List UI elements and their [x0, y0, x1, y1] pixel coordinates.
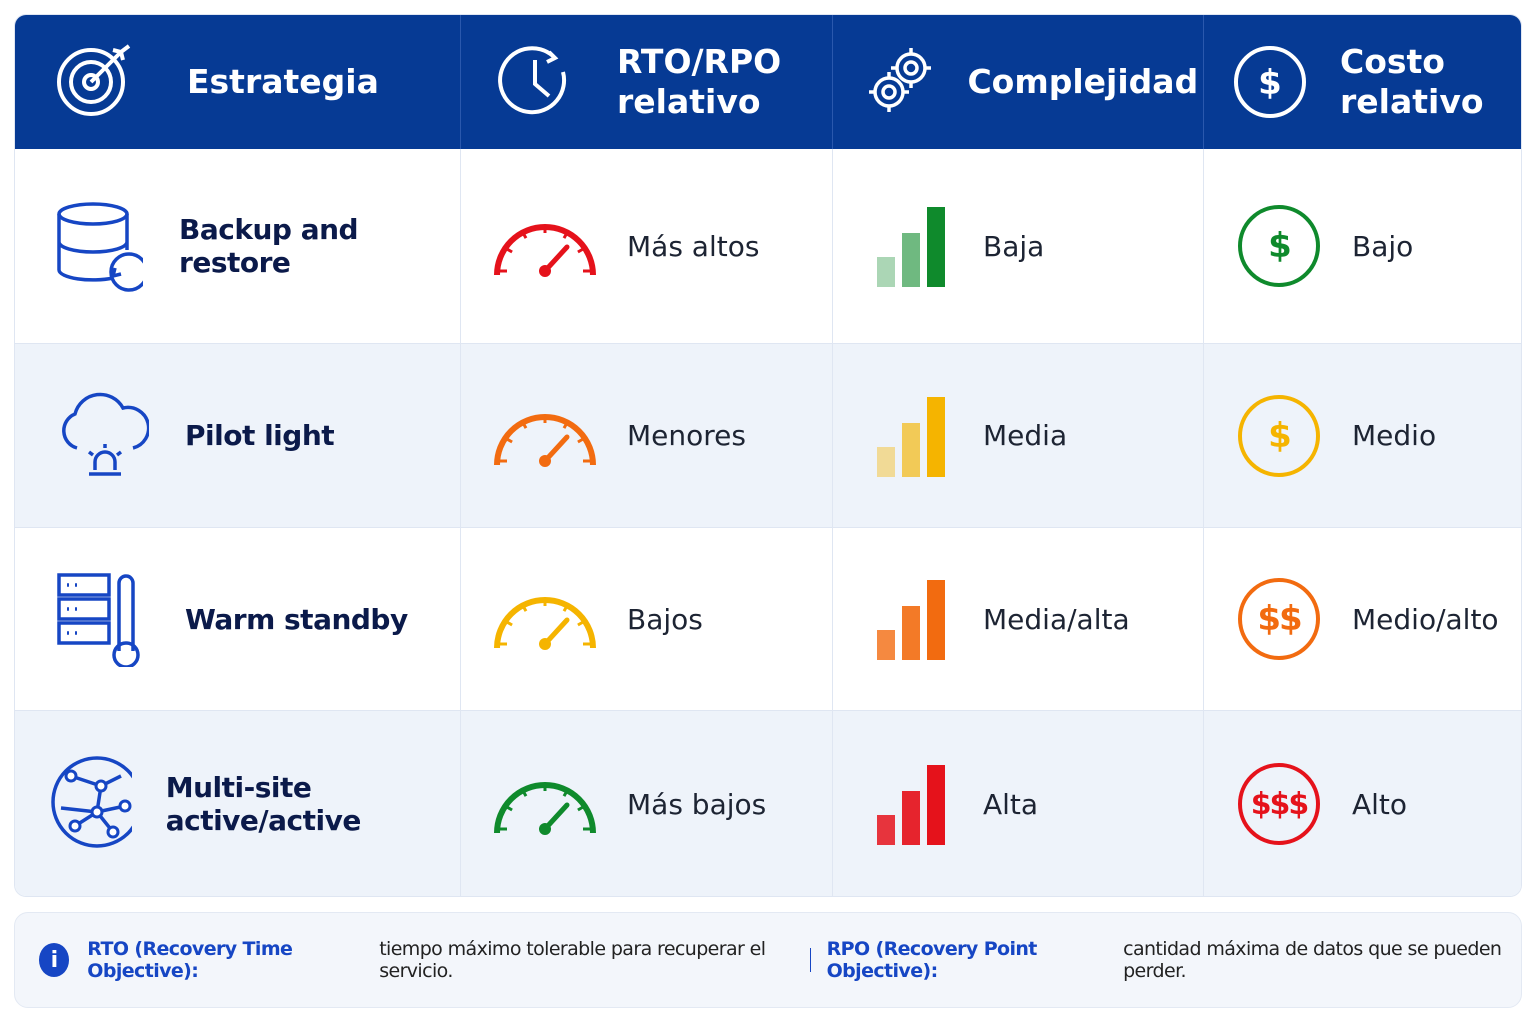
- bars-icon: [877, 765, 945, 845]
- footer: i RTO (Recovery Time Objective): tiempo má…: [14, 912, 1522, 1008]
- note-text: cantidad máxima de datos que se pueden p…: [1123, 938, 1502, 982]
- strategy-cell: Multi-site active/active: [15, 711, 461, 896]
- header-icon: [869, 48, 931, 112]
- strategy-label: Multi-site active/active: [165, 771, 362, 837]
- rto-rpo-cell: Menores: [461, 344, 833, 528]
- cost-icon: $$: [1238, 578, 1320, 660]
- strategy-label: Pilot light: [185, 419, 335, 452]
- strategy-label: Warm standby: [185, 602, 408, 636]
- gauge-icon: [494, 597, 596, 650]
- rto-rpo-label: Más altos: [627, 229, 760, 263]
- cost-label: Alto: [1352, 787, 1408, 821]
- rto-rpo-label: Más bajos: [627, 787, 767, 821]
- cost-icon: $: [1238, 394, 1320, 477]
- strategy-label: Backup and restore: [179, 213, 359, 279]
- complexity-label: Media/alta: [983, 602, 1130, 636]
- note-term: RPO (Recovery Point Objective):: [826, 938, 1038, 982]
- cost-icon: $: [1238, 205, 1320, 287]
- cost-label: Bajo: [1352, 229, 1414, 263]
- header-label: Costo relativo: [1340, 42, 1484, 121]
- cost-cell: $ Bajo: [1204, 149, 1521, 344]
- header-icon-text: $: [1258, 63, 1282, 103]
- strategy-cell: Backup and restore: [15, 149, 461, 344]
- gauge-icon: [494, 224, 596, 277]
- header-icon: [57, 44, 131, 116]
- header-label: Complejidad: [967, 62, 1199, 101]
- header-label: RTO/RPO relativo: [617, 42, 782, 121]
- rto-rpo-label: Menores: [627, 419, 746, 452]
- cost-cell: $$$ Alto: [1204, 711, 1521, 896]
- gauge-icon: [494, 413, 596, 467]
- rto-rpo-cell: Más altos: [461, 149, 833, 344]
- header-cell: Complejidad: [833, 15, 1204, 149]
- strategy-cell: Warm standby: [15, 528, 461, 711]
- complexity-label: Baja: [983, 229, 1045, 263]
- cost-label: Medio/alto: [1352, 602, 1499, 636]
- separator: [809, 948, 811, 972]
- rto-rpo-cell: Más bajos: [461, 711, 833, 896]
- bars-icon: [877, 207, 945, 287]
- strategy-icon: [57, 202, 144, 292]
- header-cell: $ Costo relativo: [1204, 15, 1521, 149]
- complexity-cell: Media/alta: [833, 528, 1204, 711]
- rto-rpo-cell: Bajos: [461, 528, 833, 711]
- strategy-icon: [62, 392, 149, 476]
- strategy-icon: [57, 573, 140, 667]
- note-text: tiempo máximo tolerable para recuperar e…: [379, 938, 766, 982]
- complexity-cell: Media: [833, 344, 1204, 528]
- header-label: Estrategia: [187, 62, 379, 101]
- info-icon: i: [39, 943, 70, 977]
- strategy-icon: [51, 756, 132, 848]
- bars-icon: [877, 396, 945, 477]
- header-icon: [498, 46, 567, 115]
- table: Estrategia RTO/RPO relativo Complejidad $ Co…: [14, 14, 1522, 897]
- bars-icon: [877, 580, 945, 660]
- cost-label: Medio: [1352, 419, 1437, 452]
- gauge-icon: [494, 782, 596, 835]
- rto-rpo-label: Bajos: [627, 602, 703, 636]
- complexity-cell: Alta: [833, 711, 1204, 896]
- header-cell: RTO/RPO relativo: [461, 15, 833, 149]
- complexity-label: Alta: [983, 787, 1039, 821]
- complexity-cell: Baja: [833, 149, 1204, 344]
- complexity-label: Media: [983, 419, 1068, 452]
- strategy-cell: Pilot light: [15, 344, 461, 528]
- cost-cell: $$ Medio/alto: [1204, 528, 1521, 711]
- header-icon: $: [1234, 46, 1306, 118]
- cost-cell: $ Medio: [1204, 344, 1521, 528]
- note-term: RTO (Recovery Time Objective):: [87, 938, 293, 982]
- header-cell: Estrategia: [15, 15, 461, 149]
- cost-icon: $$$: [1238, 763, 1320, 845]
